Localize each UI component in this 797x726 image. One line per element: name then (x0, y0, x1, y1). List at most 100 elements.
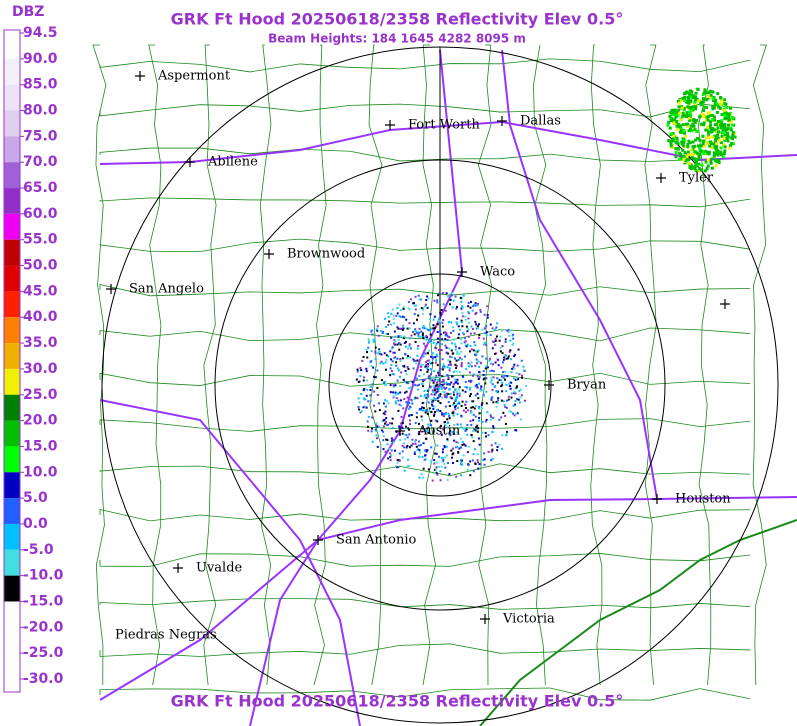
echo (393, 339, 396, 342)
storm-echo (688, 162, 692, 166)
echo (405, 401, 408, 404)
echo (406, 354, 409, 357)
echo (434, 356, 437, 359)
echo (418, 408, 421, 411)
echo (397, 399, 400, 402)
echo (429, 385, 432, 388)
echo (465, 345, 468, 348)
echo (484, 382, 487, 385)
echo (408, 345, 411, 348)
city-marker (395, 426, 405, 436)
echo (408, 401, 411, 404)
storm-echo (693, 97, 697, 101)
storm-echo (731, 142, 735, 146)
echo (505, 384, 508, 387)
echo (366, 356, 369, 359)
echo (437, 387, 440, 390)
echo (414, 304, 417, 307)
echo (460, 358, 463, 361)
echo (476, 453, 479, 456)
legend-swatch (4, 472, 20, 499)
echo (476, 392, 479, 395)
echo (477, 302, 480, 305)
bottom-title: GRK Ft Hood 20250618/2358 Reflectivity E… (171, 692, 624, 711)
storm-echo (676, 146, 680, 150)
city-marker (720, 299, 730, 309)
echo (454, 348, 457, 351)
echo (485, 402, 488, 405)
echo (412, 330, 415, 333)
storm-echo (694, 161, 698, 165)
echo (441, 384, 444, 387)
storm-echo (709, 93, 713, 97)
echo (422, 442, 425, 445)
echo (423, 389, 426, 392)
echo (398, 425, 401, 428)
echo (513, 414, 516, 417)
echo (406, 403, 409, 406)
echo (399, 399, 402, 402)
echo (514, 378, 517, 381)
storm-echo (700, 163, 704, 167)
echo (449, 331, 452, 334)
echo (433, 387, 436, 390)
echo (494, 442, 497, 445)
echo (431, 352, 434, 355)
storm-echo (674, 151, 678, 155)
storm-echo (682, 114, 686, 118)
storm-echo (706, 158, 710, 162)
echo (365, 394, 368, 397)
legend-swatch (4, 394, 20, 421)
echo (428, 431, 431, 434)
echo (459, 458, 462, 461)
storm-echo (694, 91, 698, 95)
echo (468, 321, 471, 324)
echo (391, 360, 394, 363)
city-marker (652, 494, 662, 504)
storm-echo (686, 122, 690, 126)
echo (474, 344, 477, 347)
echo (390, 363, 393, 366)
storm-echo (710, 142, 714, 146)
echo (447, 377, 450, 380)
echo (415, 377, 418, 380)
legend-swatch (4, 265, 20, 292)
echo (454, 295, 457, 298)
storm-echo (680, 140, 684, 144)
legend-label: 40.0 (23, 309, 58, 325)
legend-swatch (4, 601, 20, 628)
storm-echo (726, 131, 730, 135)
storm-echo (693, 164, 697, 168)
echo (474, 302, 477, 305)
echo (367, 400, 370, 403)
echo (429, 423, 432, 426)
echo (363, 376, 366, 379)
echo (453, 411, 456, 414)
city-label: Fort Worth (408, 118, 480, 133)
echo (445, 351, 448, 354)
echo (486, 411, 489, 414)
echo (507, 382, 510, 385)
echo (457, 325, 460, 328)
legend-swatch (4, 239, 20, 266)
echo (491, 449, 494, 452)
echo (412, 442, 415, 445)
echo (465, 428, 468, 431)
echo (467, 365, 470, 368)
echo (503, 356, 506, 359)
echo (391, 426, 394, 429)
echo (397, 327, 400, 330)
echo (516, 398, 519, 401)
echo (370, 365, 373, 368)
storm-echo (684, 134, 688, 138)
storm-echo (710, 130, 714, 134)
echo (489, 333, 492, 336)
echo (408, 419, 411, 422)
storm-echo (711, 135, 715, 139)
storm-echo (720, 124, 724, 128)
echo (509, 385, 512, 388)
echo (389, 459, 392, 462)
city-label: Bryan (567, 378, 607, 393)
county-line (99, 687, 751, 701)
echo (441, 413, 444, 416)
